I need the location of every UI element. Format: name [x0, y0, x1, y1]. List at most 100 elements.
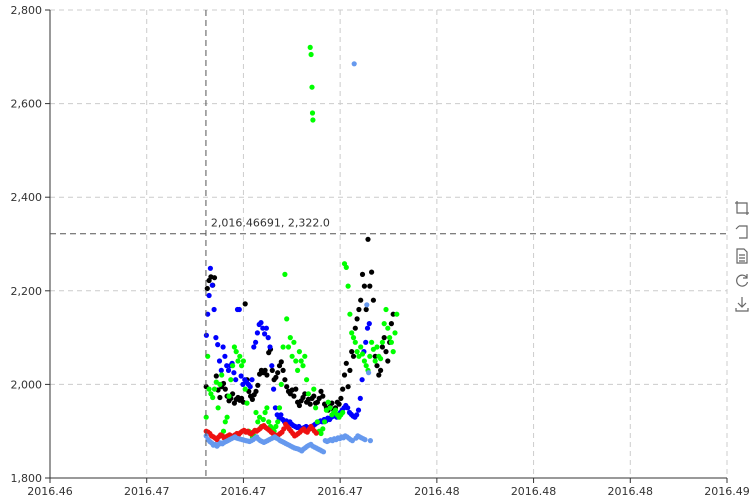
data-point [226, 393, 232, 399]
data-point [247, 384, 253, 390]
data-point [230, 363, 236, 369]
data-point [318, 430, 324, 437]
data-point [305, 391, 311, 397]
download-button[interactable] [734, 296, 750, 312]
data-point [239, 363, 245, 369]
data-point [361, 358, 367, 364]
y-tick-label: 2,600 [11, 98, 43, 111]
y-tick-label: 2,000 [11, 378, 43, 391]
data-point [280, 344, 286, 350]
axes [45, 9, 728, 483]
data-point [233, 377, 239, 383]
data-point [361, 283, 367, 289]
data-point [349, 349, 355, 355]
restore-icon [736, 274, 749, 287]
data-point [249, 396, 255, 402]
data-point [233, 349, 239, 355]
x-tick-label: 2016.49 [704, 485, 750, 498]
data-point [284, 316, 290, 322]
data-point [372, 358, 378, 364]
data-point [341, 372, 348, 378]
data-point [296, 349, 302, 355]
data-point [291, 393, 297, 399]
data-point [325, 399, 331, 405]
data-point [340, 386, 346, 392]
x-tick-label: 2016.47 [221, 485, 267, 498]
data-point [289, 353, 295, 359]
data-point [210, 394, 216, 401]
data-point [347, 311, 353, 317]
data-point [343, 264, 349, 270]
data-point [295, 367, 301, 373]
data-point [311, 386, 317, 392]
data-point [275, 419, 281, 425]
data-point [213, 335, 219, 341]
data-point [381, 335, 387, 341]
data-point [237, 353, 243, 359]
data-point [385, 325, 391, 331]
data-point [282, 377, 288, 383]
zoom-in-icon [735, 201, 749, 215]
data-point [350, 353, 357, 359]
restore-button[interactable] [734, 272, 750, 288]
data-point [217, 394, 223, 401]
data-point [266, 419, 272, 425]
zoom-reset-icon [735, 225, 748, 239]
data-point [352, 325, 358, 331]
data-point [215, 342, 221, 348]
zoom-reset-button[interactable] [734, 224, 750, 240]
data-point [362, 437, 368, 443]
data-point [280, 367, 286, 373]
data-point [381, 321, 387, 327]
data-point [287, 335, 293, 341]
x-tick-label: 2016.47 [317, 485, 363, 498]
data-point [366, 370, 372, 376]
data-point [204, 285, 210, 292]
data-point [311, 393, 317, 399]
data-point [235, 358, 241, 364]
data-point [307, 44, 313, 51]
data-point [320, 426, 326, 432]
data-point [359, 351, 366, 357]
data-point [220, 344, 226, 350]
data-point [242, 301, 248, 307]
data-point [249, 377, 255, 383]
data-point [354, 316, 360, 322]
data-point [365, 236, 371, 242]
data-view-button[interactable] [734, 248, 750, 264]
data-point [345, 384, 351, 390]
data-point [217, 381, 223, 387]
y-tick-label: 2,800 [11, 4, 43, 17]
data-point [262, 331, 268, 337]
zoom-in-button[interactable] [734, 200, 750, 216]
data-point [240, 381, 246, 387]
data-point [357, 395, 363, 401]
x-tick-label: 2016.46 [27, 485, 73, 498]
data-point [354, 349, 360, 355]
data-point [338, 395, 344, 401]
data-view-icon [736, 248, 748, 264]
data-point [349, 330, 355, 336]
data-point [260, 325, 266, 331]
data-point [364, 325, 371, 331]
data-point [296, 402, 302, 409]
data-point [224, 414, 230, 420]
data-point [367, 438, 373, 444]
data-point [350, 335, 357, 341]
data-point [358, 297, 364, 303]
data-point [282, 271, 288, 277]
data-point [273, 374, 279, 380]
data-point [244, 400, 250, 406]
data-point [209, 282, 215, 288]
data-point [367, 353, 373, 359]
data-point [263, 325, 269, 331]
data-point [355, 407, 362, 413]
data-point [240, 358, 246, 364]
data-point [363, 363, 369, 369]
data-point [236, 306, 242, 313]
data-point [394, 311, 400, 317]
data-point [220, 428, 227, 434]
data-point [293, 386, 299, 392]
data-point [352, 339, 358, 345]
